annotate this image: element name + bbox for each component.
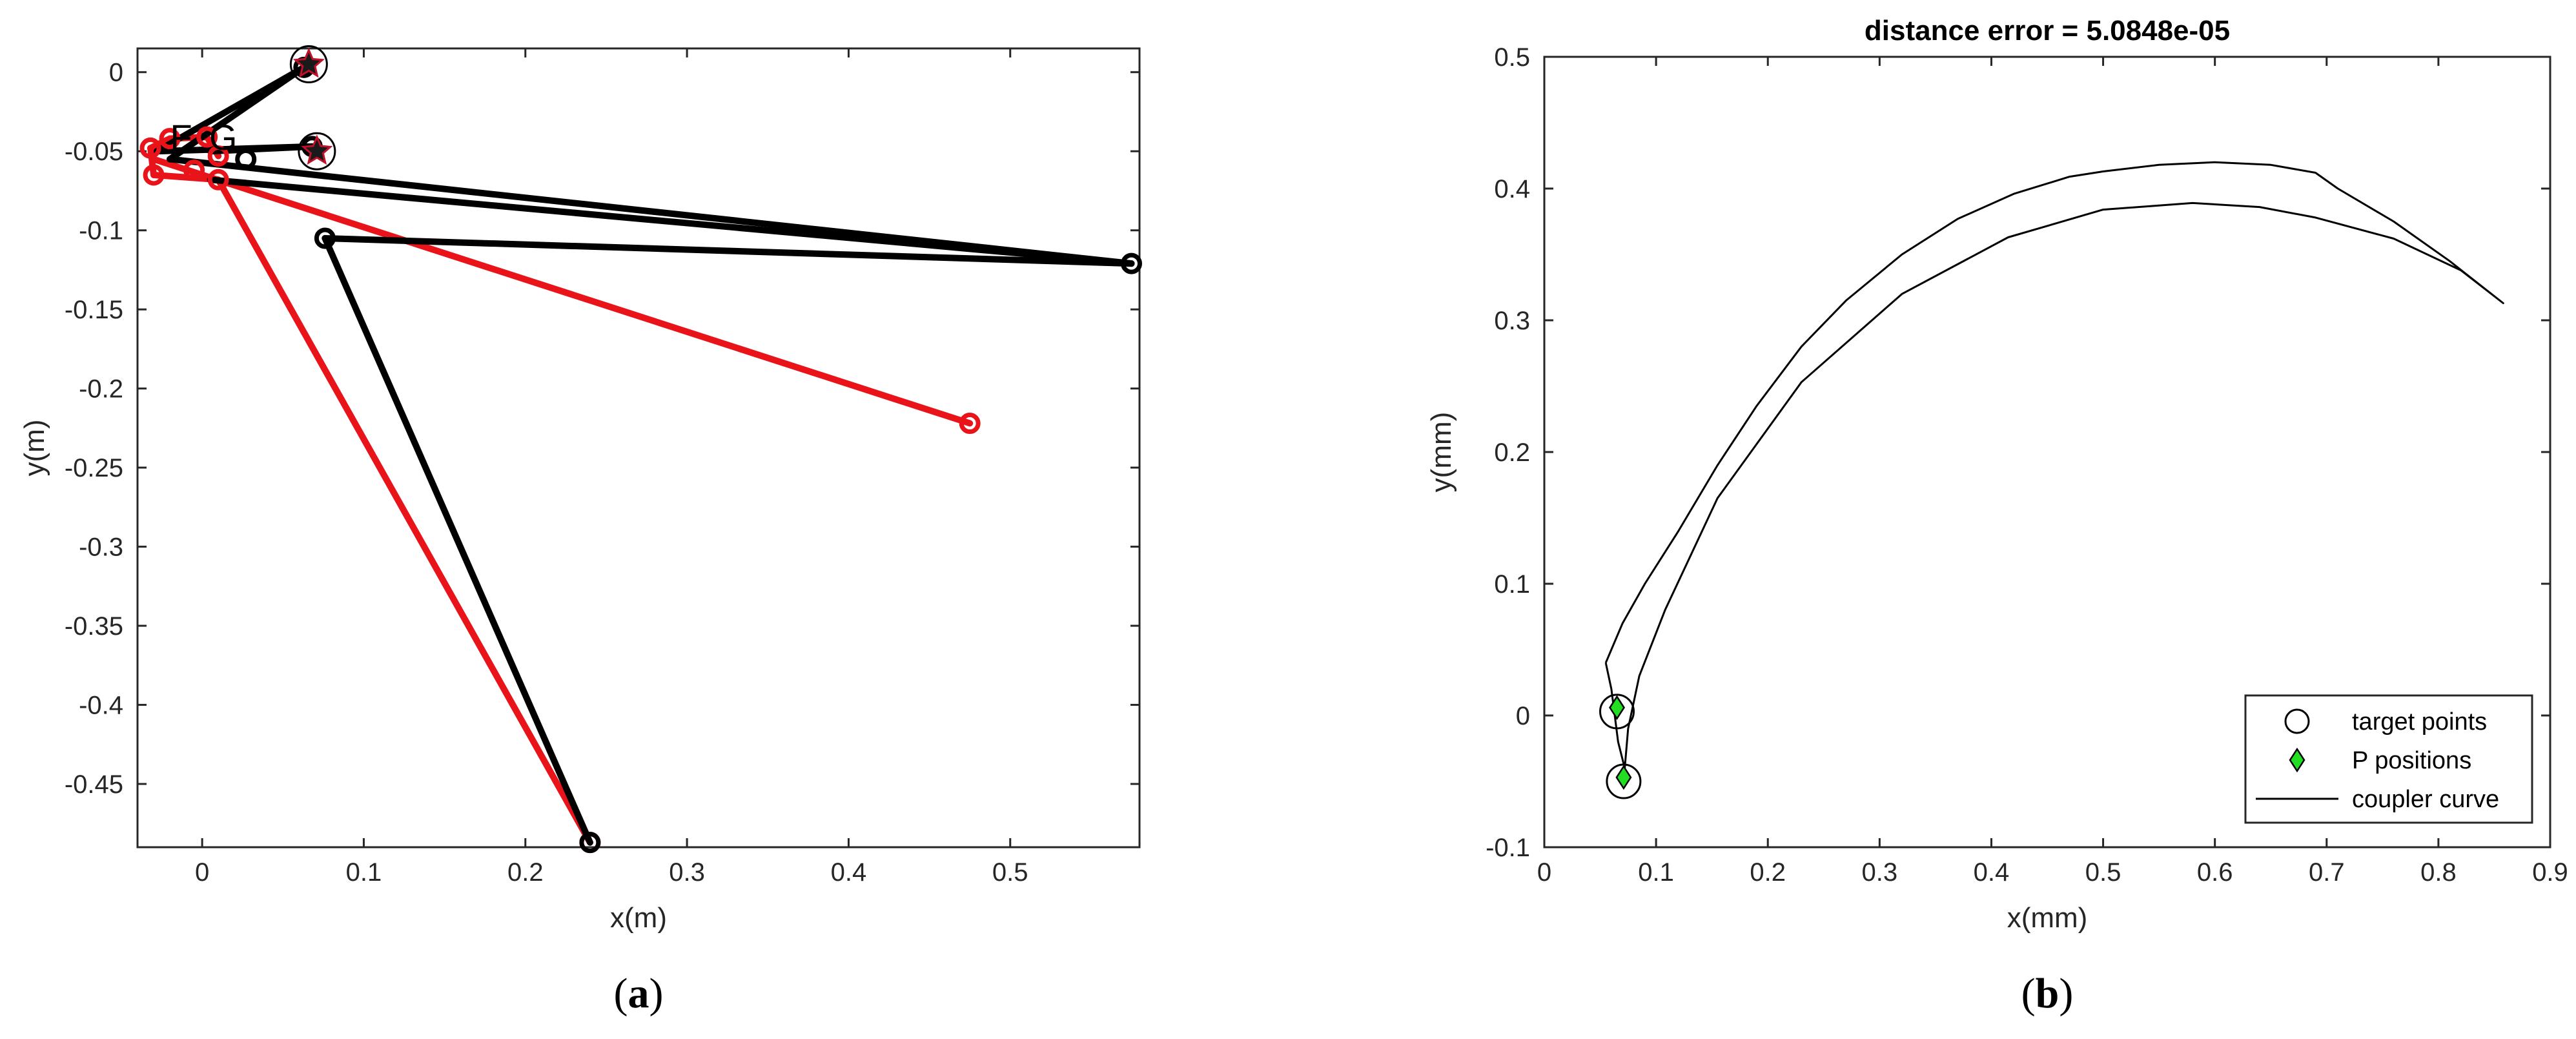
panel-a-y-axis-label: y(m) bbox=[19, 420, 50, 477]
panel-a-y-ticks: 0 -0.05 -0.1 -0.15 -0.2 -0.25 -0.3 -0.35 -0.4 -0.… bbox=[65, 59, 1140, 799]
red-link bbox=[215, 176, 593, 846]
x-tick-label: 0.5 bbox=[992, 858, 1028, 887]
x-tick-label: 0.2 bbox=[507, 858, 544, 887]
panel-a-linkage bbox=[139, 45, 1142, 854]
y-tick-label: -0.35 bbox=[65, 612, 123, 641]
panel-b-series bbox=[1599, 161, 2504, 799]
x-tick-label: 0.7 bbox=[2309, 858, 2345, 887]
panel-a-label-open: ( bbox=[614, 970, 628, 1017]
x-tick-label: 0.1 bbox=[1638, 858, 1674, 887]
black-link bbox=[322, 234, 593, 846]
black-joint bbox=[235, 148, 257, 170]
x-tick-label: 0.8 bbox=[2420, 858, 2457, 887]
panel-b-legend: target points P positions coupler curve bbox=[2244, 694, 2533, 824]
panel-a-label: (a) bbox=[614, 970, 664, 1017]
target-point-marker bbox=[1606, 763, 1642, 799]
y-tick-label: -0.05 bbox=[65, 138, 123, 166]
panel-a-x-ticks: 0 0.1 0.2 0.3 0.4 0.5 bbox=[195, 48, 1028, 887]
legend-entry-label: coupler curve bbox=[2352, 786, 2499, 813]
panel-b-x-axis-label: x(mm) bbox=[2007, 902, 2088, 934]
panel-a-axes-frame bbox=[136, 47, 1141, 849]
y-tick-label: -0.45 bbox=[65, 770, 123, 799]
y-tick-label: -0.25 bbox=[65, 454, 123, 482]
legend-entry-label: target points bbox=[2352, 708, 2487, 736]
black-link bbox=[167, 64, 307, 163]
x-tick-label: 0.2 bbox=[1750, 858, 1786, 887]
y-tick-label: -0.2 bbox=[79, 375, 123, 404]
y-tick-label: -0.1 bbox=[79, 217, 123, 245]
red-joint bbox=[159, 128, 181, 150]
black-joint bbox=[579, 832, 601, 854]
y-tick-label: 0.3 bbox=[1494, 307, 1530, 335]
x-tick-label: 0 bbox=[1537, 858, 1551, 887]
joint-label: G bbox=[209, 117, 238, 158]
x-tick-label: 0.6 bbox=[2197, 858, 2233, 887]
y-tick-label: 0.4 bbox=[1494, 175, 1530, 203]
y-tick-label: -0.3 bbox=[79, 533, 123, 562]
y-tick-label: 0.1 bbox=[1494, 570, 1530, 599]
panel-b-label-letter: b bbox=[2036, 970, 2060, 1017]
x-tick-label: 0.1 bbox=[346, 858, 382, 887]
panel-b-label-open: ( bbox=[2021, 970, 2036, 1017]
red-joint bbox=[143, 164, 165, 186]
panel-a-label-letter: a bbox=[628, 970, 649, 1017]
p-position-marker bbox=[1615, 765, 1632, 790]
target-circle bbox=[289, 45, 328, 83]
target-star bbox=[301, 134, 333, 165]
red-joint bbox=[183, 159, 205, 181]
x-tick-label: 0.5 bbox=[2085, 858, 2121, 887]
black-joint bbox=[1120, 252, 1142, 274]
x-tick-label: 0.3 bbox=[1862, 858, 1898, 887]
y-tick-label: 0 bbox=[1516, 702, 1530, 730]
red-joint bbox=[139, 137, 161, 159]
x-tick-label: 0.4 bbox=[1974, 858, 2010, 887]
x-tick-label: 0 bbox=[195, 858, 209, 887]
panel-b-label-close: ) bbox=[2059, 970, 2073, 1017]
red-joint bbox=[959, 413, 981, 435]
panel-a-label-close: ) bbox=[649, 970, 664, 1017]
target-star bbox=[292, 47, 325, 78]
target-circle bbox=[298, 132, 336, 170]
joint-label: F bbox=[170, 117, 192, 158]
y-tick-label: 0 bbox=[109, 59, 123, 87]
coupler-curve-line bbox=[1604, 161, 2504, 770]
y-tick-label: -0.1 bbox=[1486, 834, 1530, 862]
black-joint bbox=[314, 227, 336, 249]
x-tick-label: 0.4 bbox=[831, 858, 867, 887]
black-link bbox=[322, 234, 1135, 267]
panel-b-title: distance error = 5.0848e-05 bbox=[1865, 15, 2230, 46]
panel-b-y-ticks: -0.1 0 0.1 0.2 0.3 0.4 0.5 bbox=[1486, 43, 2550, 862]
y-tick-label: -0.4 bbox=[79, 692, 123, 720]
y-tick-label: -0.15 bbox=[65, 296, 123, 324]
red-joint bbox=[207, 169, 229, 190]
panel-b-x-ticks: 0 0.1 0.2 0.3 0.4 0.5 0.6 0.7 0.8 0.9 bbox=[1537, 57, 2568, 887]
red-link bbox=[147, 135, 174, 152]
panel-b-label: (b) bbox=[2021, 970, 2074, 1017]
red-joint bbox=[207, 145, 229, 167]
x-tick-label: 0.3 bbox=[669, 858, 705, 887]
black-link bbox=[207, 176, 1135, 267]
legend-entry-label: P positions bbox=[2352, 747, 2471, 774]
panel-a-x-axis-label: x(m) bbox=[610, 902, 667, 934]
target-point-marker bbox=[1599, 694, 1635, 730]
panel-b-y-axis-label: y(mm) bbox=[1426, 412, 1457, 493]
x-tick-label: 0.9 bbox=[2532, 858, 2568, 887]
panel-a-chart: 0 0.1 0.2 0.3 0.4 0.5 0 -0.05 -0.1 -0.15 -0.2 -0.2… bbox=[19, 45, 1142, 1017]
red-link bbox=[150, 156, 974, 427]
legend-circle-icon bbox=[2284, 708, 2310, 734]
legend-diamond-icon bbox=[2289, 747, 2305, 773]
y-tick-label: 0.2 bbox=[1494, 438, 1530, 467]
p-position-marker bbox=[1609, 695, 1626, 721]
y-tick-label: 0.5 bbox=[1494, 43, 1530, 72]
red-joint bbox=[196, 126, 218, 148]
panel-b-chart: distance error = 5.0848e-05 0 0.1 0.2 0.3 0.… bbox=[1426, 15, 2568, 1017]
